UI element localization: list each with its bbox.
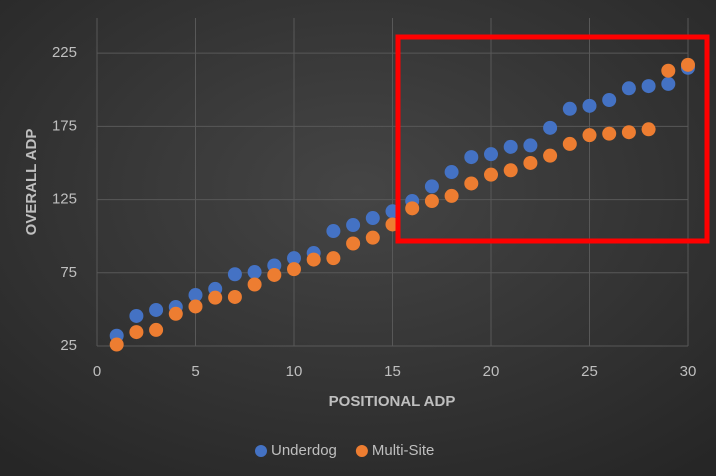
y-tick-label: 225 [52, 44, 77, 61]
point [188, 299, 203, 314]
point [503, 163, 518, 178]
point [188, 288, 203, 303]
point [287, 262, 301, 277]
point [227, 289, 242, 304]
point [129, 308, 144, 323]
legend-marker [255, 445, 267, 457]
x-tick-label: 5 [191, 363, 199, 380]
point [582, 128, 597, 143]
point [582, 98, 597, 113]
legend-marker [355, 445, 368, 457]
point [247, 277, 262, 292]
point [562, 136, 577, 151]
point [247, 265, 262, 280]
point [405, 201, 420, 216]
point [287, 251, 301, 266]
point [208, 290, 223, 305]
point [326, 251, 341, 266]
point [661, 63, 676, 78]
legend-label: Multi-Site [372, 442, 435, 459]
x-tick-label: 25 [581, 363, 598, 380]
point [602, 93, 617, 107]
point [543, 148, 558, 163]
x-axis-title: POSITIONAL ADP [329, 393, 456, 410]
point [149, 322, 164, 337]
x-tick-label: 0 [93, 363, 101, 380]
grid: 25 75 125 175 225 0 5 10 15 20 25 30 [52, 18, 696, 380]
x-tick-label: 10 [286, 363, 303, 380]
y-tick-label: 125 [52, 191, 77, 208]
point [365, 211, 380, 226]
point [464, 176, 479, 191]
point [562, 101, 577, 116]
point [523, 155, 538, 170]
point [543, 120, 558, 135]
marks [109, 57, 695, 352]
point [464, 150, 479, 165]
y-axis-title: OVERALL ADP [23, 129, 40, 236]
point [444, 165, 459, 180]
point [168, 306, 183, 321]
point [424, 179, 439, 194]
point [267, 267, 282, 282]
point [621, 125, 636, 140]
point [503, 139, 518, 154]
point [346, 218, 361, 233]
y-tick-label: 75 [60, 264, 77, 281]
point [641, 122, 656, 137]
x-tick-label: 15 [384, 363, 401, 380]
y-tick-label: 175 [52, 117, 77, 134]
point [602, 126, 617, 141]
x-tick-label: 30 [680, 363, 697, 380]
point [621, 81, 636, 96]
point [444, 188, 459, 203]
point [424, 194, 439, 209]
point [129, 325, 144, 340]
point [346, 236, 361, 251]
point [326, 224, 341, 239]
point [306, 252, 321, 267]
point [227, 267, 242, 282]
point [641, 79, 656, 94]
point [484, 167, 498, 182]
point [109, 337, 124, 352]
legend-label: Underdog [271, 442, 337, 459]
legend: Underdog Multi-Site [255, 442, 434, 459]
highlight-box [395, 34, 710, 244]
point [661, 76, 676, 91]
point [149, 302, 164, 317]
point [523, 138, 538, 153]
x-tick-label: 20 [483, 363, 500, 380]
y-tick-label: 25 [60, 337, 77, 354]
point [365, 230, 380, 245]
point [484, 147, 498, 162]
point [681, 57, 695, 72]
